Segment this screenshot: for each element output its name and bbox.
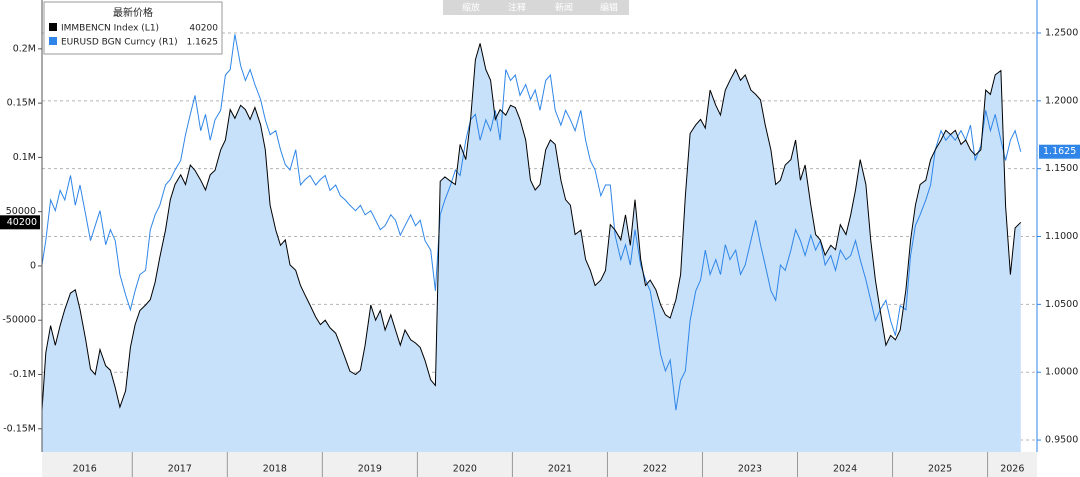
x-tick-label: 2023 [738,464,762,475]
x-tick-label: 2019 [358,464,382,475]
y2-tick-label: 1.1500 [1045,163,1078,174]
y2-tick-label: 1.1000 [1045,231,1078,242]
last-value-label: 1.1625 [1043,146,1076,157]
legend-label: EURUSD BGN Curncy (R1) [61,38,178,48]
x-tick-label: 2020 [453,464,477,475]
toolbar[interactable]: 缩放 注释 新闻 编辑 [443,0,629,15]
legend-swatch [49,23,57,31]
y2-tick-label: 0.9500 [1045,435,1078,446]
x-tick-label: 2025 [928,464,952,475]
toolbar-button[interactable]: 新闻 [555,2,573,14]
legend-label: IMMBENCN Index (L1) [61,24,159,34]
area [42,43,1021,453]
x-tick-label: 2026 [1000,464,1024,475]
x-tick-label: 2022 [643,464,667,475]
y-tick-label: 50000 [6,206,36,217]
x-tick-label: 2017 [168,464,192,475]
legend-box [43,1,223,55]
legend-title: 最新价格 [113,6,153,19]
y-tick-label: 0 [30,260,36,271]
y-tick-label: 0.15M [7,98,36,109]
legend: 最新价格 IMMBENCN Index (L1) 40200 EURUSD BG… [43,1,223,55]
line [41,43,1022,411]
y2-tick-label: 1.0500 [1045,299,1078,310]
y-tick-label: -50000 [2,315,36,326]
y-tick-label: -0.15M [3,423,36,434]
legend-value: 40200 [189,24,218,34]
line [41,34,1022,411]
y-tick-label: 0.1M [13,152,36,163]
y2-tick-label: 1.0000 [1045,367,1078,378]
y2-tick-label: 1.2000 [1045,95,1078,106]
toolbar-bg [443,0,629,15]
y-tick-label: 0.2M [13,43,36,54]
x-tick-label: 2018 [263,464,287,475]
last-value-tag [0,215,40,230]
toolbar-button[interactable]: 注释 [508,2,526,14]
last-value-label: 40200 [7,217,37,228]
last-value-tag [1039,144,1080,159]
x-tick-label: 2021 [548,464,572,475]
legend-value: 1.1625 [187,38,219,48]
legend-swatch [49,37,57,45]
x-tick-label: 2024 [833,464,857,475]
y-tick-label: -0.1M [9,369,36,380]
toolbar-button[interactable]: 缩放 [462,2,480,14]
x-axis-band [42,452,1037,477]
toolbar-button[interactable]: 编辑 [600,2,618,14]
plot-area [41,32,1037,453]
x-tick-label: 2016 [73,464,97,475]
y2-tick-label: 1.2500 [1045,27,1078,38]
